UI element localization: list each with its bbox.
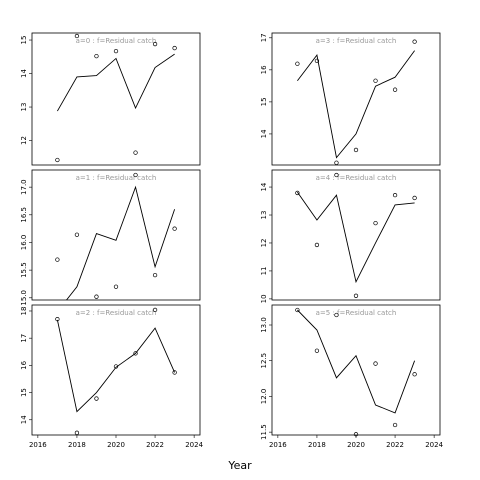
point bbox=[412, 195, 417, 201]
y-tick-label: 13 bbox=[20, 103, 28, 112]
point bbox=[353, 293, 359, 298]
point bbox=[74, 33, 80, 39]
point bbox=[172, 370, 177, 375]
y-tick-label: 16.0 bbox=[20, 235, 28, 251]
y-tick-label: 14 bbox=[260, 129, 268, 138]
x-tick-label: 2022 bbox=[146, 441, 164, 449]
line bbox=[297, 50, 415, 159]
point bbox=[314, 242, 320, 248]
panel-title: a=0 : f=Residual catch bbox=[76, 37, 157, 45]
y-tick-label: 12.0 bbox=[260, 389, 268, 405]
point bbox=[113, 284, 119, 289]
point bbox=[334, 312, 339, 318]
y-tick-label: 12 bbox=[260, 239, 268, 248]
x-tick-label: 2024 bbox=[185, 441, 203, 449]
x-tick-label: 2018 bbox=[308, 441, 326, 449]
point bbox=[334, 160, 339, 165]
y-tick-label: 10 bbox=[260, 294, 268, 303]
y-tick-label: 15 bbox=[20, 388, 28, 397]
point bbox=[334, 172, 339, 178]
point bbox=[295, 61, 300, 66]
y-tick-label: 11 bbox=[260, 266, 268, 275]
y-tick-label: 13 bbox=[260, 211, 268, 220]
panel-frame bbox=[271, 32, 441, 166]
x-tick-label: 2016 bbox=[269, 441, 287, 449]
point bbox=[94, 294, 99, 299]
y-tick-label: 17 bbox=[20, 334, 28, 343]
point bbox=[353, 147, 359, 153]
panel-title: a=3 : f=Residual catch bbox=[316, 37, 397, 45]
y-tick-label: 14 bbox=[260, 182, 268, 191]
point bbox=[172, 45, 177, 51]
point bbox=[55, 157, 60, 163]
x-tick-label: 2020 bbox=[347, 441, 365, 449]
point bbox=[392, 422, 398, 428]
y-tick-label: 11.5 bbox=[260, 424, 268, 440]
y-tick-label: 12 bbox=[20, 136, 28, 145]
y-tick-label: 15 bbox=[20, 36, 28, 45]
point bbox=[172, 226, 177, 231]
panel-frame bbox=[31, 32, 201, 166]
x-tick-label: 2022 bbox=[386, 441, 404, 449]
point bbox=[133, 351, 138, 356]
y-tick-label: 18 bbox=[20, 307, 28, 316]
line bbox=[57, 53, 175, 112]
point bbox=[295, 190, 300, 196]
point bbox=[152, 41, 158, 47]
y-tick-label: 15.0 bbox=[20, 290, 28, 306]
y-tick-label: 17 bbox=[260, 33, 268, 42]
point bbox=[113, 48, 119, 54]
x-tick-label: 2016 bbox=[29, 441, 47, 449]
point bbox=[373, 78, 378, 83]
point bbox=[314, 58, 320, 64]
point bbox=[412, 372, 417, 377]
point bbox=[152, 272, 158, 278]
panel-frame bbox=[271, 304, 441, 436]
y-tick-label: 16 bbox=[20, 360, 28, 369]
line bbox=[297, 191, 415, 284]
point bbox=[133, 150, 138, 155]
y-tick-label: 12.5 bbox=[260, 353, 268, 369]
panel-frame bbox=[31, 169, 201, 301]
y-tick-label: 16 bbox=[260, 65, 268, 74]
x-tick-label: 2018 bbox=[68, 441, 86, 449]
panel-title: a=2 : f=Residual catch bbox=[76, 309, 157, 317]
panel-title: a=4 : f=Residual catch bbox=[316, 174, 397, 182]
line bbox=[65, 185, 176, 300]
y-tick-label: 14 bbox=[20, 415, 28, 424]
y-tick-label: 16.5 bbox=[20, 207, 28, 223]
panel-title: a=5 : f=Residual catch bbox=[316, 309, 397, 317]
point bbox=[152, 307, 158, 313]
point bbox=[373, 361, 378, 366]
point bbox=[295, 307, 300, 313]
point bbox=[94, 53, 99, 59]
y-tick-label: 14 bbox=[20, 69, 28, 78]
point bbox=[392, 193, 398, 198]
y-tick-label: 17.0 bbox=[20, 179, 28, 195]
point bbox=[412, 39, 417, 44]
panel-title: a=1 : f=Residual catch bbox=[76, 174, 157, 182]
point bbox=[113, 364, 119, 369]
point bbox=[353, 432, 359, 437]
point bbox=[133, 172, 138, 178]
y-tick-label: 15 bbox=[260, 97, 268, 106]
line bbox=[297, 309, 416, 414]
line bbox=[56, 319, 176, 413]
point bbox=[392, 87, 398, 92]
panel-frame bbox=[31, 304, 201, 436]
point bbox=[373, 220, 378, 226]
x-tick-label: 2024 bbox=[425, 441, 443, 449]
x-tick-label: 2020 bbox=[107, 441, 125, 449]
y-tick-label: 13.0 bbox=[260, 317, 268, 333]
point bbox=[74, 232, 80, 237]
point bbox=[55, 257, 60, 262]
x-axis-label: Year bbox=[227, 459, 252, 472]
y-tick-label: 15.5 bbox=[20, 262, 28, 278]
point bbox=[74, 430, 80, 435]
point bbox=[55, 316, 60, 322]
panel-frame bbox=[271, 169, 441, 301]
point bbox=[314, 348, 320, 353]
point bbox=[94, 396, 99, 401]
